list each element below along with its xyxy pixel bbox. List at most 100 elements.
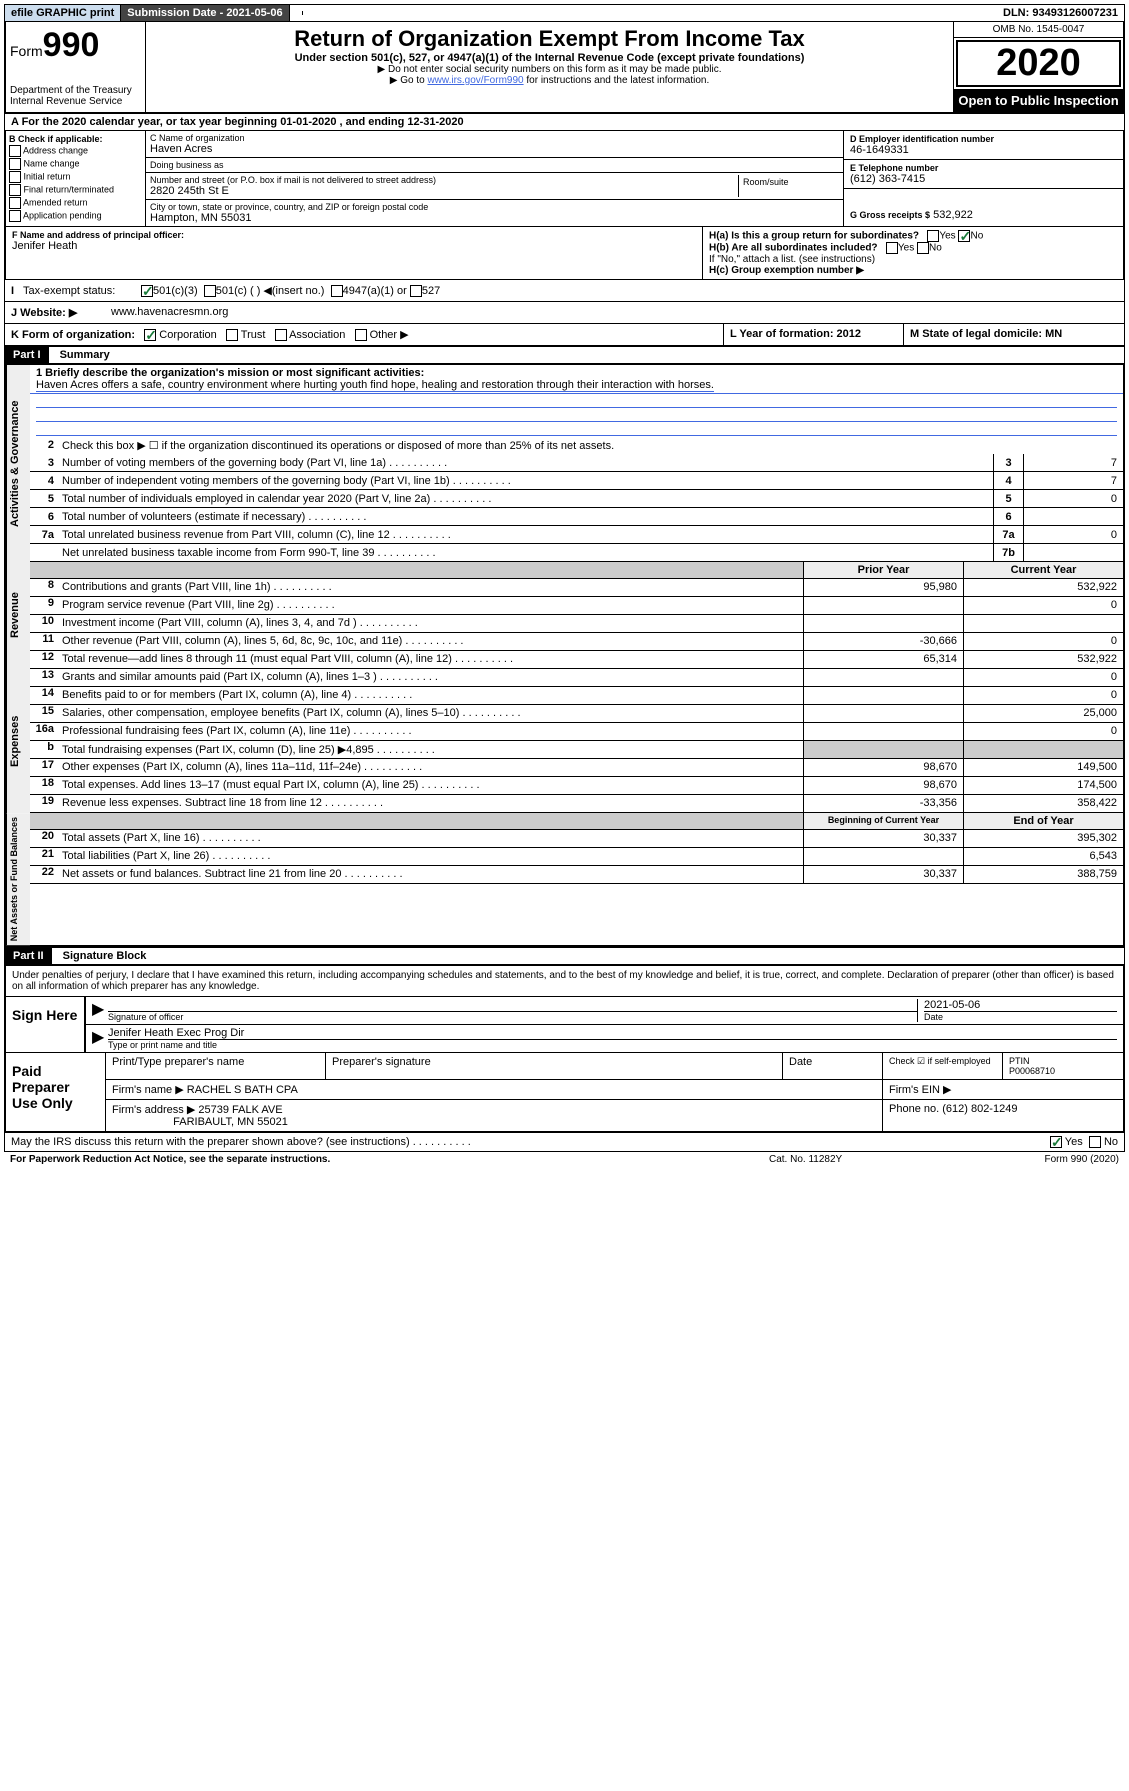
line-num: b [30, 741, 58, 758]
chk-name-change[interactable]: Name change [9, 158, 142, 170]
line-box: 4 [993, 472, 1023, 489]
gross-label: G Gross receipts $ [850, 210, 930, 220]
line-value: 7 [1023, 472, 1123, 489]
chk-final-return[interactable]: Final return/terminated [9, 184, 142, 196]
dept-treasury: Department of the Treasury Internal Reve… [10, 85, 141, 107]
line-box: 5 [993, 490, 1023, 507]
chk-amended-return[interactable]: Amended return [9, 197, 142, 209]
line-num: 21 [30, 848, 58, 865]
line2-num: 2 [30, 439, 58, 451]
ptin-value: P00068710 [1009, 1066, 1055, 1076]
city-label: City or town, state or province, country… [150, 202, 839, 212]
prior-value [803, 723, 963, 740]
ptin-label: PTIN [1009, 1056, 1030, 1066]
chk-application-pending[interactable]: Application pending [9, 210, 142, 222]
line-num: 12 [30, 651, 58, 668]
chk-address-change[interactable]: Address change [9, 145, 142, 157]
firm-ein-label: Firm's EIN ▶ [883, 1080, 1123, 1099]
perjury-statement: Under penalties of perjury, I declare th… [6, 966, 1123, 997]
line-num: 6 [30, 511, 58, 523]
mission-blank-line [36, 408, 1117, 422]
efile-print-button[interactable]: efile GRAPHIC print [5, 5, 121, 21]
line-num: 14 [30, 687, 58, 704]
line-text: Benefits paid to or for members (Part IX… [58, 687, 803, 704]
preparer-date-label: Date [783, 1053, 883, 1079]
prior-value: -33,356 [803, 795, 963, 812]
chk-initial-return[interactable]: Initial return [9, 171, 142, 183]
self-employed-check[interactable]: Check ☑ if self-employed [883, 1053, 1003, 1079]
hb-question: H(b) Are all subordinates included? Yes … [709, 242, 1117, 254]
city-value: Hampton, MN 55031 [150, 212, 839, 224]
line-num: 8 [30, 579, 58, 596]
preparer-name-label: Print/Type preparer's name [106, 1053, 326, 1079]
expenses-label: Expenses [6, 669, 30, 813]
signer-name: Jenifer Heath Exec Prog Dir [108, 1027, 1117, 1040]
netassets-label: Net Assets or Fund Balances [6, 813, 30, 945]
mission-text: Haven Acres offers a safe, country envir… [36, 379, 714, 392]
prior-value [803, 669, 963, 686]
chk-4947[interactable] [331, 285, 343, 297]
prior-value: 98,670 [803, 777, 963, 794]
prior-value [803, 848, 963, 865]
line-num: 10 [30, 615, 58, 632]
line2-text: Check this box ▶ ☐ if the organization d… [58, 437, 1123, 454]
form-of-org: K Form of organization: Corporation Trus… [5, 324, 724, 345]
sig-arrow-icon: ▶ [92, 999, 108, 1022]
part2-header: Part II [5, 948, 52, 964]
part1-title: Summary [52, 347, 118, 363]
form-number: Form990 [10, 26, 141, 65]
mission-blank-line [36, 394, 1117, 408]
line-text: Salaries, other compensation, employee b… [58, 705, 803, 722]
line-value [1023, 544, 1123, 561]
line-num: 19 [30, 795, 58, 812]
line-value: 0 [1023, 490, 1123, 507]
line-num: 15 [30, 705, 58, 722]
discuss-yes[interactable]: Yes [1050, 1136, 1083, 1148]
tax-exempt-label: I Tax-exempt status: [11, 285, 141, 297]
part1-header: Part I [5, 347, 49, 363]
chk-501c[interactable] [204, 285, 216, 297]
chk-501c3[interactable] [141, 285, 153, 297]
line-text: Other revenue (Part VIII, column (A), li… [58, 633, 803, 650]
irs-link[interactable]: www.irs.gov/Form990 [427, 75, 523, 86]
paid-preparer-label: Paid Preparer Use Only [6, 1053, 106, 1131]
officer-name: Jenifer Heath [12, 240, 696, 252]
line-text: Total unrelated business revenue from Pa… [58, 527, 993, 543]
year-formation: L Year of formation: 2012 [724, 324, 904, 345]
line-text: Total expenses. Add lines 13–17 (must eq… [58, 777, 803, 794]
phone-value: (612) 363-7415 [850, 173, 1117, 185]
discuss-no[interactable]: No [1089, 1136, 1118, 1148]
address-value: 2820 245th St E [150, 185, 738, 197]
line-value: 0 [1023, 526, 1123, 543]
current-value: 358,422 [963, 795, 1123, 812]
line-num: 22 [30, 866, 58, 883]
line-text: Net unrelated business taxable income fr… [58, 545, 993, 561]
line-text: Total number of individuals employed in … [58, 491, 993, 507]
line-text: Professional fundraising fees (Part IX, … [58, 723, 803, 740]
prior-value: 95,980 [803, 579, 963, 596]
line-num: 13 [30, 669, 58, 686]
prior-value: 30,337 [803, 866, 963, 883]
line-num: 20 [30, 830, 58, 847]
line-num: 11 [30, 633, 58, 650]
prior-value: 65,314 [803, 651, 963, 668]
current-value: 0 [963, 669, 1123, 686]
line-text: Number of voting members of the governin… [58, 455, 993, 471]
address-label: Number and street (or P.O. box if mail i… [150, 175, 738, 185]
current-value: 388,759 [963, 866, 1123, 883]
chk-527[interactable] [410, 285, 422, 297]
hb-note: If "No," attach a list. (see instruction… [709, 254, 1117, 265]
line-text: Program service revenue (Part VIII, line… [58, 597, 803, 614]
line-num: 5 [30, 493, 58, 505]
current-year-header: Current Year [963, 562, 1123, 578]
prior-value [803, 687, 963, 704]
current-value: 0 [963, 633, 1123, 650]
ein-label: D Employer identification number [850, 134, 1117, 144]
sign-date-label: Date [924, 1011, 1117, 1022]
line-text: Grants and similar amounts paid (Part IX… [58, 669, 803, 686]
ein-value: 46-1649331 [850, 144, 1117, 156]
sign-here-label: Sign Here [6, 997, 86, 1052]
line-text: Contributions and grants (Part VIII, lin… [58, 579, 803, 596]
section-b-header: B Check if applicable: [9, 134, 142, 144]
line-num: 16a [30, 723, 58, 740]
